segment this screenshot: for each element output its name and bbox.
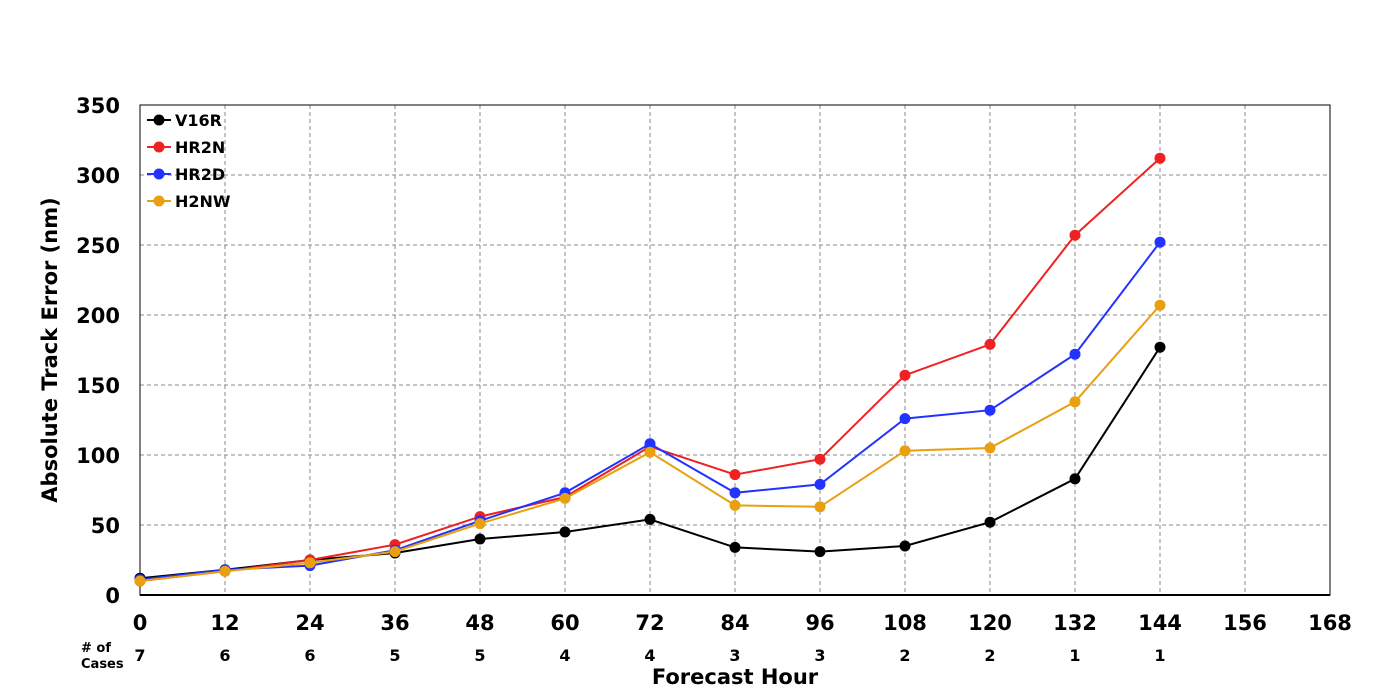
cases-count: 1 bbox=[1154, 646, 1165, 665]
legend-label: HR2N bbox=[175, 138, 225, 157]
cases-count: 2 bbox=[984, 646, 995, 665]
legend-marker bbox=[153, 168, 165, 180]
x-tick-label: 36 bbox=[380, 611, 409, 635]
y-tick-label: 250 bbox=[76, 234, 120, 258]
data-point-hr2d bbox=[729, 487, 741, 499]
data-point-h2nw bbox=[814, 501, 826, 513]
data-point-v16r bbox=[899, 540, 911, 552]
x-tick-labels: 0 12 24 36 48 60 72 84 96 108 120 132 144 156 168 bbox=[133, 611, 1352, 635]
y-tick-label: 50 bbox=[91, 514, 120, 538]
data-point-hr2n bbox=[984, 338, 996, 350]
cases-count: 7 bbox=[134, 646, 145, 665]
y-tick-label: 350 bbox=[76, 94, 120, 118]
x-tick-label: 132 bbox=[1053, 611, 1097, 635]
cases-count: 5 bbox=[474, 646, 485, 665]
x-tick-label: 24 bbox=[295, 611, 324, 635]
x-tick-label: 144 bbox=[1138, 611, 1182, 635]
data-point-hr2d bbox=[644, 438, 656, 450]
cases-count: 3 bbox=[729, 646, 740, 665]
data-point-h2nw bbox=[899, 445, 911, 457]
legend-marker bbox=[153, 141, 165, 153]
cases-count: 2 bbox=[899, 646, 910, 665]
x-tick-label: 84 bbox=[720, 611, 749, 635]
data-point-h2nw bbox=[729, 499, 741, 511]
cases-count: 6 bbox=[219, 646, 230, 665]
data-point-h2nw bbox=[559, 492, 571, 504]
data-point-v16r bbox=[1069, 473, 1081, 485]
x-tick-label: 168 bbox=[1308, 611, 1352, 635]
data-point-hr2d bbox=[814, 478, 826, 490]
data-point-v16r bbox=[474, 533, 486, 545]
legend-item-hr2d: HR2D bbox=[147, 165, 225, 184]
cases-label-line1: # of bbox=[81, 641, 111, 656]
data-point-v16r bbox=[559, 526, 571, 538]
data-point-h2nw bbox=[389, 546, 401, 558]
legend-marker bbox=[153, 114, 165, 126]
x-tick-label: 96 bbox=[805, 611, 834, 635]
cases-count: 4 bbox=[559, 646, 570, 665]
x-tick-label: 156 bbox=[1223, 611, 1267, 635]
data-point-h2nw bbox=[304, 557, 316, 569]
data-point-v16r bbox=[644, 513, 656, 525]
legend: V16R HR2N HR2D H2NW bbox=[147, 111, 231, 211]
grid-lines bbox=[140, 105, 1330, 595]
cases-count: 1 bbox=[1069, 646, 1080, 665]
cases-count: 3 bbox=[814, 646, 825, 665]
data-point-v16r bbox=[729, 541, 741, 553]
series-layer bbox=[134, 152, 1166, 587]
legend-label: V16R bbox=[175, 111, 222, 130]
data-point-hr2d bbox=[984, 404, 996, 416]
cases-count: 4 bbox=[644, 646, 655, 665]
x-tick-label: 12 bbox=[210, 611, 239, 635]
data-point-h2nw bbox=[134, 575, 146, 587]
x-tick-label: 60 bbox=[550, 611, 579, 635]
data-point-h2nw bbox=[219, 565, 231, 577]
data-point-hr2d bbox=[1069, 348, 1081, 360]
y-tick-label: 150 bbox=[76, 374, 120, 398]
data-point-h2nw bbox=[1069, 396, 1081, 408]
data-point-h2nw bbox=[1154, 299, 1166, 311]
data-point-hr2n bbox=[814, 453, 826, 465]
y-tick-label: 0 bbox=[105, 584, 120, 608]
legend-item-v16r: V16R bbox=[147, 111, 222, 130]
data-point-h2nw bbox=[474, 518, 486, 530]
data-point-hr2d bbox=[1154, 236, 1166, 248]
data-point-hr2n bbox=[899, 369, 911, 381]
data-point-hr2n bbox=[1069, 229, 1081, 241]
cases-count: 5 bbox=[389, 646, 400, 665]
y-axis-title: Absolute Track Error (nm) bbox=[38, 197, 62, 502]
data-point-h2nw bbox=[984, 442, 996, 454]
cases-count: 6 bbox=[304, 646, 315, 665]
x-tick-label: 72 bbox=[635, 611, 664, 635]
legend-marker bbox=[153, 195, 165, 207]
data-point-v16r bbox=[814, 546, 826, 558]
data-point-hr2n bbox=[729, 469, 741, 481]
y-tick-label: 300 bbox=[76, 164, 120, 188]
y-tick-label: 200 bbox=[76, 304, 120, 328]
x-tick-label: 0 bbox=[133, 611, 148, 635]
series-h2nw bbox=[134, 299, 1166, 587]
x-axis-title: Forecast Hour bbox=[652, 665, 819, 689]
x-tick-label: 48 bbox=[465, 611, 494, 635]
data-point-v16r bbox=[1154, 341, 1166, 353]
data-point-hr2d bbox=[899, 413, 911, 425]
cases-row: # of Cases 7 6 6 5 5 4 4 3 3 2 2 1 1 bbox=[81, 641, 1166, 672]
legend-item-hr2n: HR2N bbox=[147, 138, 225, 157]
data-point-hr2n bbox=[1154, 152, 1166, 164]
x-tick-label: 120 bbox=[968, 611, 1012, 635]
legend-label: H2NW bbox=[175, 192, 231, 211]
cases-label-line2: Cases bbox=[81, 657, 124, 672]
legend-label: HR2D bbox=[175, 165, 225, 184]
data-point-v16r bbox=[984, 516, 996, 528]
legend-item-h2nw: H2NW bbox=[147, 192, 231, 211]
x-tick-label: 108 bbox=[883, 611, 927, 635]
y-tick-label: 100 bbox=[76, 444, 120, 468]
y-tick-labels: 0 50 100 150 200 250 300 350 bbox=[76, 94, 120, 608]
data-point-h2nw bbox=[644, 446, 656, 458]
